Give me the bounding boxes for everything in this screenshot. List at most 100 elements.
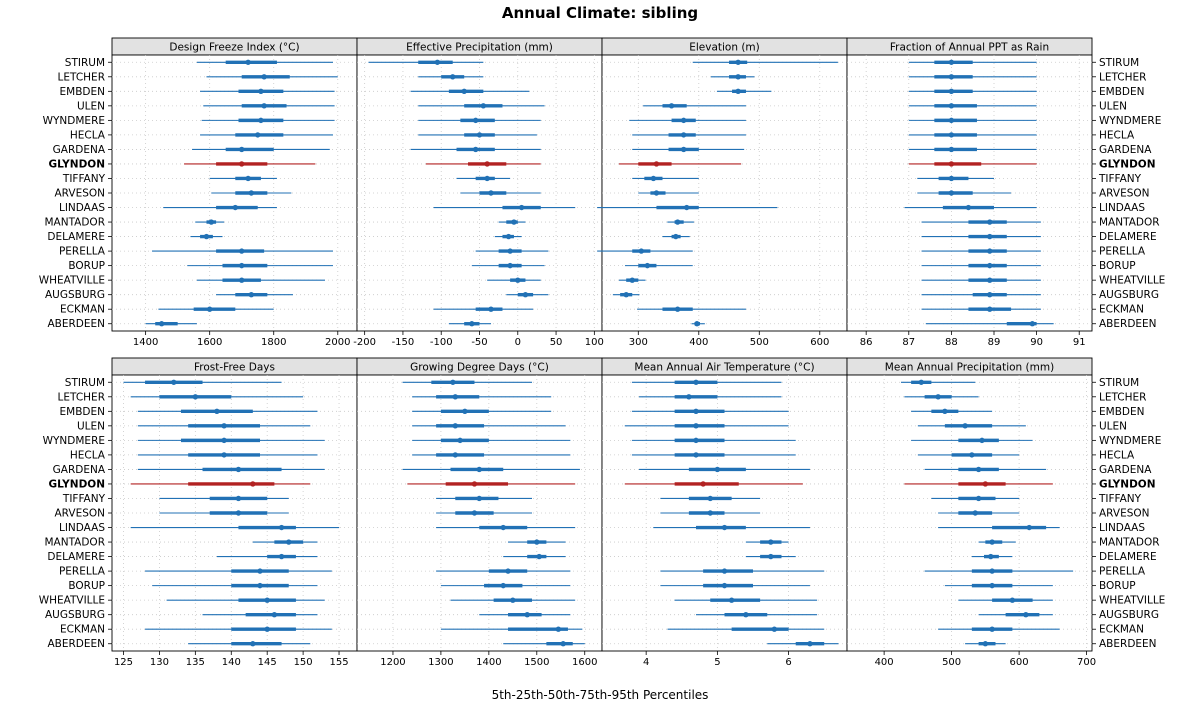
- median-dot: [987, 306, 993, 312]
- x-tick-label: 1200: [380, 657, 405, 668]
- median-dot: [680, 132, 687, 138]
- percentile-interval-effective-precipitation: [418, 103, 545, 109]
- median-dot: [452, 423, 458, 429]
- station-label-right: STIRUM: [1099, 57, 1139, 69]
- station-label-right: WYNDMERE: [1099, 435, 1161, 447]
- station-label-right: ULEN: [1099, 100, 1127, 112]
- panel-design-freeze-index: Design Freeze Index (°C) 1400 1600 1800 2000: [111, 37, 358, 348]
- percentile-interval-effective-precipitation: [475, 248, 549, 254]
- median-dot: [674, 219, 681, 225]
- panel-strip-title: Mean Annual Precipitation (mm): [885, 362, 1054, 374]
- median-dot: [511, 219, 517, 225]
- median-dot: [948, 190, 955, 196]
- percentile-interval-frost-free-days: [130, 394, 304, 400]
- x-tick-label: -100: [430, 337, 453, 348]
- percentile-interval-growing-degree-days: [436, 524, 576, 531]
- station-label-right: ARVESON: [1099, 188, 1150, 200]
- median-dot: [245, 175, 251, 182]
- median-dot: [248, 190, 255, 196]
- station-label-right: MANTADOR: [1099, 217, 1160, 229]
- median-dot: [462, 408, 468, 415]
- panel-mean-annual-precipitation: Mean Annual Precipitation (mm) 400 500 600 7…: [846, 357, 1096, 668]
- percentile-interval-design-freeze-index: [200, 132, 333, 138]
- percentile-interval-design-freeze-index: [163, 204, 277, 211]
- percentile-interval-frost-free-days: [145, 626, 332, 632]
- percentile-interval-frost-free-days: [130, 481, 311, 487]
- median-dot: [989, 568, 995, 574]
- median-dot: [278, 553, 285, 560]
- percentile-interval-design-freeze-index: [203, 103, 335, 109]
- percentile-interval-mean-annual-precipitation: [917, 452, 1020, 458]
- median-dot: [457, 437, 463, 444]
- median-dot: [707, 495, 713, 502]
- panel-elevation: Elevation (m) 300 400 500 600: [597, 37, 848, 348]
- median-dot: [1026, 524, 1032, 531]
- median-dot: [239, 146, 245, 153]
- x-tick-label: 500: [942, 657, 961, 668]
- x-tick-label: 1400: [476, 657, 501, 668]
- panel-strip-title: Effective Precipitation (mm): [406, 42, 553, 54]
- station-label-right: TIFFANY: [1098, 493, 1142, 505]
- percentile-interval-frost-free-days: [188, 641, 311, 647]
- station-label-left: ULEN: [77, 420, 105, 432]
- percentile-interval-fraction-ppt-rain: [921, 248, 1041, 254]
- percentile-interval-effective-precipitation: [460, 190, 541, 196]
- station-label-left: GARDENA: [53, 144, 106, 156]
- percentile-interval-mean-annual-precipitation: [938, 524, 1060, 531]
- percentile-caption: 5th-25th-50th-75th-95th Percentiles: [491, 688, 709, 702]
- x-tick-label: 91: [1073, 337, 1086, 348]
- x-tick-label: 1400: [133, 337, 158, 348]
- median-dot: [969, 452, 975, 458]
- percentile-interval-design-freeze-index: [145, 321, 197, 327]
- station-label-left: PERELLA: [59, 566, 106, 578]
- median-dot: [975, 466, 982, 473]
- percentile-interval-elevation: [710, 74, 755, 80]
- percentile-interval-elevation: [632, 146, 745, 153]
- percentile-interval-frost-free-days: [137, 466, 325, 473]
- percentile-interval-mean-annual-air-temperature: [639, 394, 782, 400]
- x-tick-label: 1600: [197, 337, 222, 348]
- median-dot: [707, 510, 713, 516]
- percentile-interval-mean-annual-precipitation: [938, 510, 1020, 516]
- percentile-interval-design-freeze-index: [201, 117, 335, 124]
- median-dot: [721, 582, 728, 589]
- percentile-interval-mean-annual-precipitation: [904, 394, 979, 400]
- median-dot: [768, 539, 774, 545]
- percentile-interval-design-freeze-index: [211, 190, 292, 196]
- station-label-left: DELAMERE: [47, 551, 105, 563]
- percentile-interval-frost-free-days: [166, 597, 325, 603]
- percentile-interval-elevation: [597, 204, 778, 211]
- station-label-right: GARDENA: [1099, 144, 1152, 156]
- median-dot: [948, 59, 955, 65]
- percentile-interval-fraction-ppt-rain: [908, 117, 1037, 124]
- percentile-interval-mean-annual-air-temperature: [660, 495, 761, 502]
- x-tick-label: 50: [550, 337, 563, 348]
- median-dot: [505, 568, 511, 574]
- percentile-interval-elevation: [597, 248, 693, 254]
- median-dot: [505, 233, 512, 240]
- percentile-interval-design-freeze-index: [192, 146, 330, 153]
- station-label-right: LINDAAS: [1099, 522, 1145, 534]
- station-label-left: LETCHER: [58, 71, 105, 83]
- station-label-left: TIFFANY: [62, 493, 106, 505]
- percentile-interval-elevation: [667, 219, 694, 225]
- station-label-right: WHEATVILLE: [1099, 275, 1165, 287]
- station-label-left: EMBDEN: [60, 86, 105, 98]
- percentile-interval-design-freeze-index: [196, 277, 325, 283]
- percentile-interval-fraction-ppt-rain: [921, 219, 1041, 225]
- percentile-interval-mean-annual-air-temperature: [696, 611, 818, 618]
- median-dot: [982, 481, 989, 487]
- median-dot: [239, 248, 245, 254]
- percentile-interval-elevation: [629, 117, 746, 124]
- percentile-interval-mean-annual-air-temperature: [631, 408, 789, 415]
- percentile-interval-fraction-ppt-rain: [921, 233, 1041, 240]
- panel-strip-title: Growing Degree Days (°C): [410, 362, 549, 374]
- median-dot: [653, 190, 660, 196]
- median-dot: [239, 161, 245, 167]
- station-label-right: BORUP: [1099, 580, 1136, 592]
- panel-mean-annual-air-temperature: Mean Annual Air Temperature (°C) 4 5 6: [601, 357, 848, 668]
- median-dot: [989, 539, 995, 545]
- median-dot: [693, 379, 699, 385]
- median-dot: [721, 568, 728, 574]
- median-dot: [987, 262, 993, 269]
